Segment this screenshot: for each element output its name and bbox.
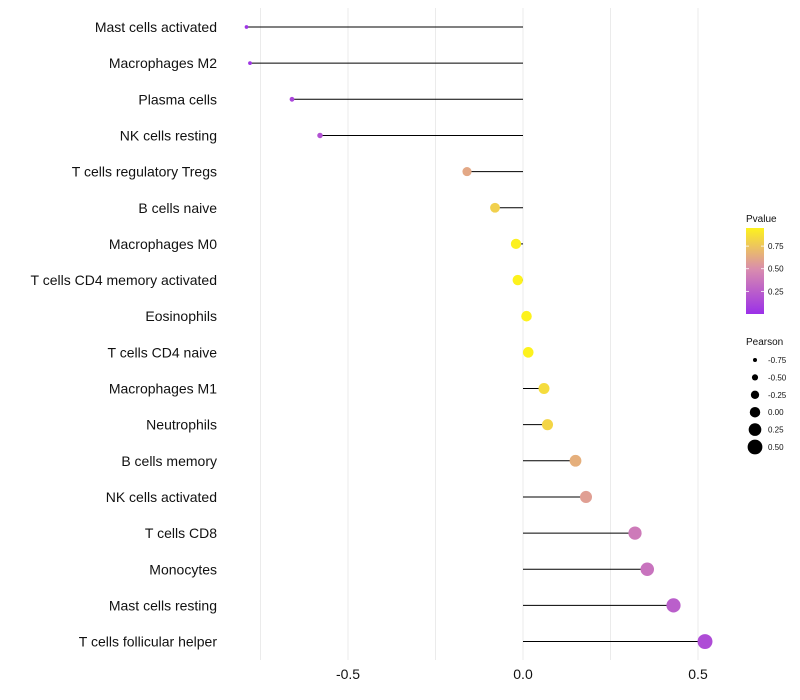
pearson-legend-key: [752, 357, 758, 363]
pvalue-legend-title: Pvalue: [746, 214, 777, 225]
category-label: NK cells activated: [106, 489, 217, 505]
x-tick-label: 0.0: [513, 666, 533, 682]
category-label: Macrophages M2: [109, 55, 217, 71]
pearson-legend-label: 0.25: [768, 426, 784, 435]
data-point: [538, 383, 550, 394]
pearson-legend: Pearson -0.75 -0.50 -0.25 0.00 0.25 0.50: [746, 337, 787, 455]
data-point: [522, 347, 534, 358]
x-tick-label: 0.5: [688, 666, 708, 682]
category-label: NK cells resting: [120, 127, 217, 143]
category-axis: Mast cells activated Macrophages M2 Plasma…: [31, 19, 218, 650]
pearson-legend-label: 0.00: [768, 408, 784, 417]
pvalue-legend-label: 0.25: [768, 287, 784, 296]
data-point: [579, 490, 593, 503]
category-label: T cells regulatory Tregs: [72, 164, 217, 180]
pearson-legend-label: -0.50: [768, 373, 787, 382]
category-label: Macrophages M1: [109, 381, 217, 397]
category-label: Neutrophils: [146, 417, 217, 433]
pearson-legend-key: [751, 374, 759, 381]
data-point: [697, 634, 713, 650]
category-label: Monocytes: [149, 561, 217, 577]
category-label: T cells CD4 naive: [108, 344, 218, 360]
data-point: [248, 61, 252, 66]
data-point: [640, 562, 655, 577]
pvalue-colorbar: [746, 228, 764, 314]
data-point: [490, 202, 500, 213]
category-label: Eosinophils: [145, 308, 217, 324]
stem-layer: [246, 26, 705, 643]
category-label: T cells CD4 memory activated: [31, 272, 217, 288]
pvalue-legend-label: 0.75: [768, 242, 784, 251]
pvalue-legend: Pvalue 0.75 0.50 0.25: [746, 214, 784, 314]
data-point: [666, 598, 681, 613]
category-label: Mast cells resting: [109, 597, 217, 613]
pearson-legend-label: -0.75: [768, 356, 787, 365]
category-label: Plasma cells: [138, 91, 217, 107]
data-point: [317, 132, 323, 139]
data-point: [541, 419, 554, 431]
data-point: [628, 526, 642, 540]
data-point: [289, 96, 295, 102]
category-label: B cells memory: [121, 453, 217, 469]
data-point: [512, 274, 523, 286]
x-axis: -0.5 0.0 0.5: [336, 666, 708, 682]
pearson-legend-title: Pearson: [746, 337, 783, 348]
data-point: [510, 238, 522, 250]
x-tick-label: -0.5: [336, 666, 360, 682]
pearson-legend-key: [750, 390, 760, 399]
data-point: [244, 25, 249, 29]
pearson-legend-label: 0.50: [768, 443, 784, 452]
category-label: Mast cells activated: [95, 19, 217, 35]
point-layer: [244, 25, 713, 650]
category-label: B cells naive: [138, 200, 217, 216]
pearson-legend-key: [749, 406, 761, 418]
data-point: [521, 310, 532, 322]
data-point: [462, 167, 472, 177]
pearson-legend-key: [747, 439, 763, 455]
data-point: [569, 454, 582, 467]
pearson-legend-key: [748, 423, 762, 436]
grid-layer: [260, 8, 699, 660]
pearson-legend-label: -0.25: [768, 391, 787, 400]
pvalue-legend-label: 0.50: [768, 265, 784, 274]
category-label: Macrophages M0: [109, 236, 217, 252]
category-label: T cells CD8: [145, 525, 217, 541]
category-label: T cells follicular helper: [79, 634, 218, 650]
